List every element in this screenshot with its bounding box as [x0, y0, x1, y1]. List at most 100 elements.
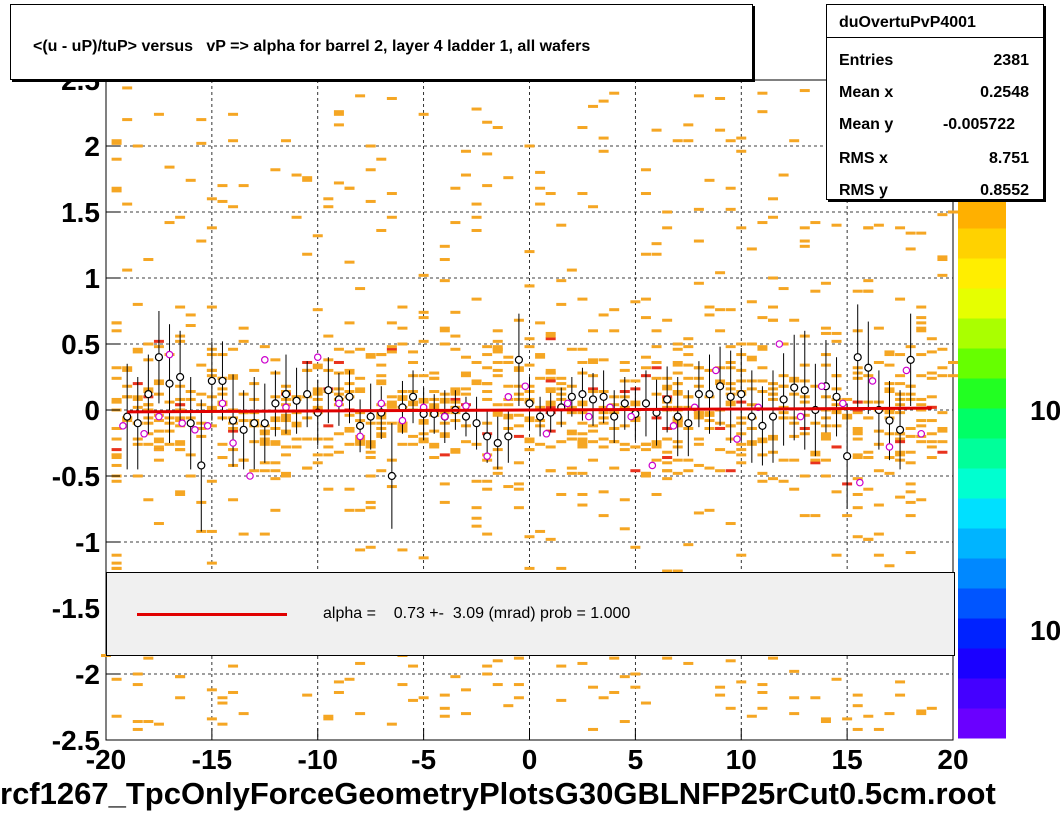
hist-cell [789, 669, 800, 673]
hist-cell [535, 376, 546, 380]
hist-cell [852, 477, 863, 481]
profile-point-black [197, 461, 206, 470]
hist-cell [916, 329, 927, 333]
hist-cell [513, 434, 524, 438]
hist-cell [577, 445, 588, 449]
hist-cell [333, 680, 344, 684]
profile-point-black [345, 392, 354, 401]
hist-cell [683, 458, 694, 462]
hist-cell [482, 479, 493, 483]
hist-cell [672, 471, 683, 475]
hist-cell [408, 350, 419, 354]
hist-cell [312, 366, 323, 370]
hist-cell [895, 226, 906, 230]
hist-cell [556, 698, 567, 702]
hist-cell [693, 437, 704, 441]
hist-cell [376, 374, 387, 378]
hist-cell [577, 360, 588, 364]
hist-cell [185, 474, 196, 478]
stats-label: RMS x [839, 150, 888, 167]
profile-point-black [324, 386, 333, 395]
hist-cell [365, 506, 376, 510]
hist-cell [196, 239, 207, 243]
hist-cell [905, 490, 916, 494]
hist-cell [535, 353, 546, 357]
palette-band [958, 258, 1006, 289]
profile-point-black [207, 376, 216, 386]
legend-line-swatch [137, 613, 287, 616]
hist-cell [439, 329, 450, 333]
profile-point-magenta [261, 356, 269, 364]
hist-cell [344, 321, 355, 325]
hist-cell [884, 363, 895, 367]
hist-cell [291, 173, 302, 177]
hist-cell [556, 492, 567, 496]
profile-point-black [832, 392, 841, 401]
hist-cell [556, 382, 567, 386]
hist-cell [280, 139, 291, 143]
legend-text: alpha = 0.73 +- 3.09 (mrad) prob = 1.000 [323, 605, 631, 622]
hist-cell [524, 337, 535, 341]
profile-point-black [726, 392, 735, 401]
hist-cell [153, 445, 164, 449]
hist-cell [672, 458, 683, 462]
hist-cell [132, 727, 143, 731]
hist-cell [789, 487, 800, 491]
profile-point-black [843, 452, 852, 461]
hist-cell [693, 281, 704, 285]
profile-point-magenta [462, 402, 470, 410]
x-tick-label: -15 [192, 744, 232, 775]
profile-point-black [885, 416, 894, 425]
hist-cell [577, 347, 588, 351]
hist-cell [206, 688, 217, 692]
hist-cell [852, 432, 863, 436]
hist-cell [482, 184, 493, 188]
hist-cell [545, 192, 556, 196]
hist-cell [503, 403, 514, 407]
profile-point-black [705, 390, 714, 399]
hist-cell [291, 445, 302, 449]
hist-cell [471, 228, 482, 232]
hist-cell [471, 516, 482, 520]
hist-cell [312, 461, 323, 465]
hist-cell [111, 561, 122, 565]
hist-cell [450, 675, 461, 679]
hist-cell [418, 316, 429, 320]
hist-cell [556, 376, 567, 380]
hist-cell [577, 437, 588, 441]
hist-cell [693, 511, 704, 515]
hist-cell [323, 205, 334, 209]
hist-cell [217, 722, 228, 726]
hist-cell [905, 434, 916, 438]
stats-value: 0.2548 [980, 84, 1029, 101]
hist-cell [344, 508, 355, 512]
hist-cell [439, 342, 450, 346]
hist-cell [471, 202, 482, 206]
hist-cell [746, 714, 757, 718]
hist-cell [768, 477, 779, 481]
hist-cell [820, 434, 831, 438]
hist-cell [217, 184, 228, 188]
hist-cell [270, 461, 281, 465]
hist-cell [715, 329, 726, 333]
hist-cell [513, 506, 524, 510]
hist-cell [778, 287, 789, 291]
y-tick-label: -2.5 [52, 725, 100, 756]
hist-cell [566, 437, 577, 441]
fit-legend: alpha = 0.73 +- 3.09 (mrad) prob = 1.000 [106, 572, 955, 656]
hist-cell [545, 390, 556, 394]
hist-cell [651, 345, 662, 349]
hist-cell [778, 479, 789, 483]
profile-point-magenta [669, 422, 678, 430]
hist-cell [662, 461, 673, 465]
profile-point-black [895, 425, 905, 434]
hist-cell [460, 712, 471, 716]
hist-cell [503, 384, 514, 388]
hist-cell [672, 363, 683, 367]
hist-cell [535, 186, 546, 190]
hist-cell [905, 482, 916, 486]
hist-cell [768, 276, 779, 280]
hist-cell [588, 205, 599, 209]
profile-point-black [737, 390, 746, 399]
hist-cell [397, 548, 408, 552]
